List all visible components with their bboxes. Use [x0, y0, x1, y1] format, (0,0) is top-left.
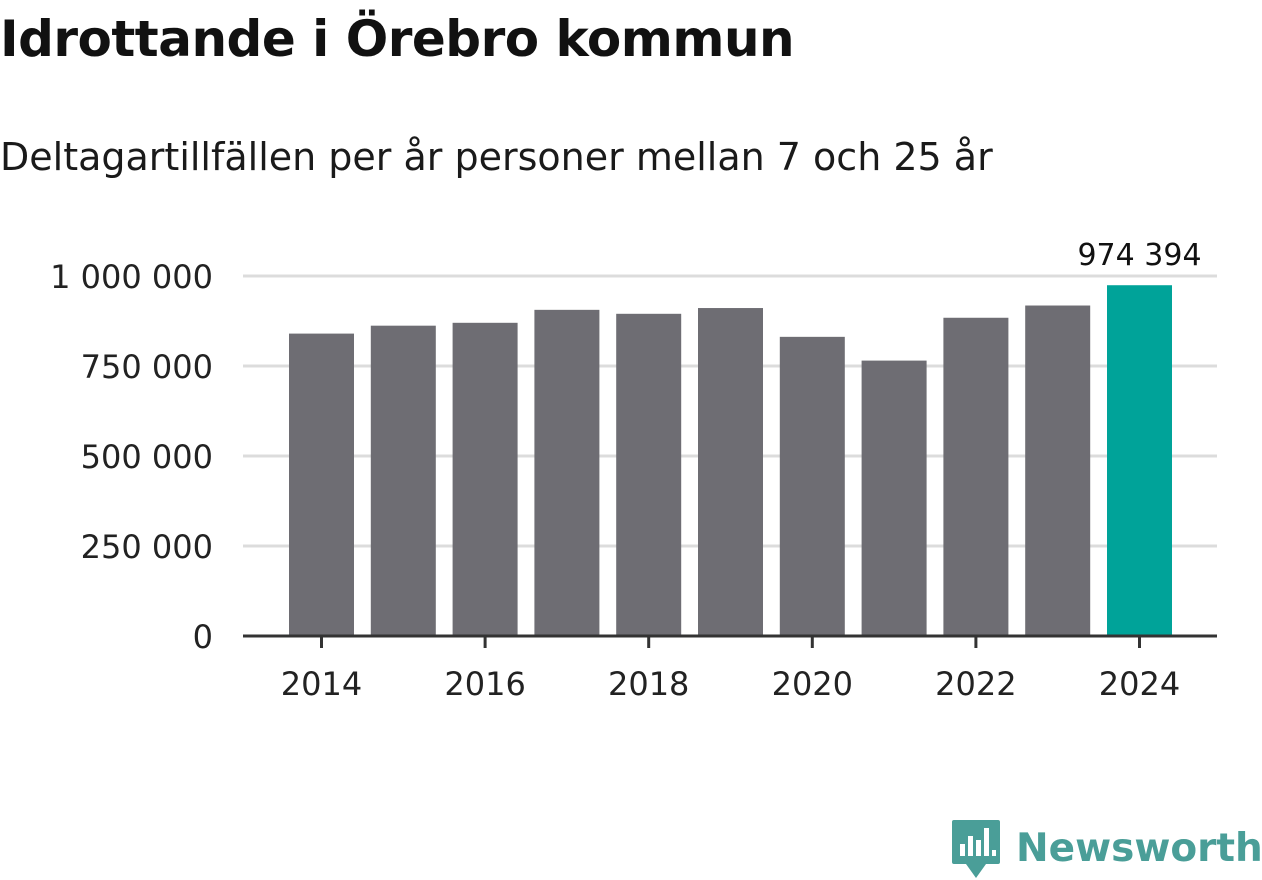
x-tick-label-2016: 2016 — [444, 665, 525, 703]
brand-name: Newsworthy — [1016, 826, 1262, 871]
newsworthy-logo-icon — [952, 820, 1000, 878]
bar-2015 — [370, 325, 436, 636]
x-tick-label-2014: 2014 — [281, 665, 362, 703]
bar-2023 — [1025, 305, 1091, 636]
x-axis — [243, 634, 1217, 648]
y-tick-label-2: 500 000 — [81, 438, 213, 476]
y-tick-label-1: 250 000 — [81, 528, 213, 566]
bar-2017 — [534, 309, 600, 636]
bar-2021 — [861, 360, 927, 636]
y-tick-label-4: 1 000 000 — [50, 258, 213, 296]
x-tick-label-2018: 2018 — [608, 665, 689, 703]
bar-2019 — [698, 308, 763, 636]
data-label-2024: 974 394 — [1077, 238, 1201, 273]
chart-subtitle: Deltagartillfällen per år personer mella… — [0, 135, 993, 179]
bar-chart: 0 250 000 500 000 750 000 1 000 000 2014 2016… — [50, 238, 1217, 703]
y-tick-label-0: 0 — [193, 618, 213, 656]
y-tick-label-3: 750 000 — [81, 348, 213, 386]
bar-2018 — [616, 313, 682, 636]
bar-2024 — [1107, 285, 1172, 636]
x-tick-label-2024: 2024 — [1099, 665, 1180, 703]
bar-2016 — [452, 322, 518, 636]
data-labels: 974 394 — [1077, 238, 1201, 273]
x-tick-label-2022: 2022 — [935, 665, 1016, 703]
chart-title: Idrottande i Örebro kommun — [0, 10, 795, 68]
bar-2022 — [943, 317, 1009, 636]
x-axis-tick-labels: 2014 2016 2018 2020 2022 2024 — [281, 665, 1180, 703]
x-tick-label-2020: 2020 — [772, 665, 853, 703]
bars — [289, 285, 1172, 636]
bar-2014 — [289, 333, 354, 636]
brand-footer: Newsworthy — [950, 818, 1262, 880]
y-axis-tick-labels: 0 250 000 500 000 750 000 1 000 000 — [50, 258, 213, 656]
bar-2020 — [779, 336, 845, 636]
